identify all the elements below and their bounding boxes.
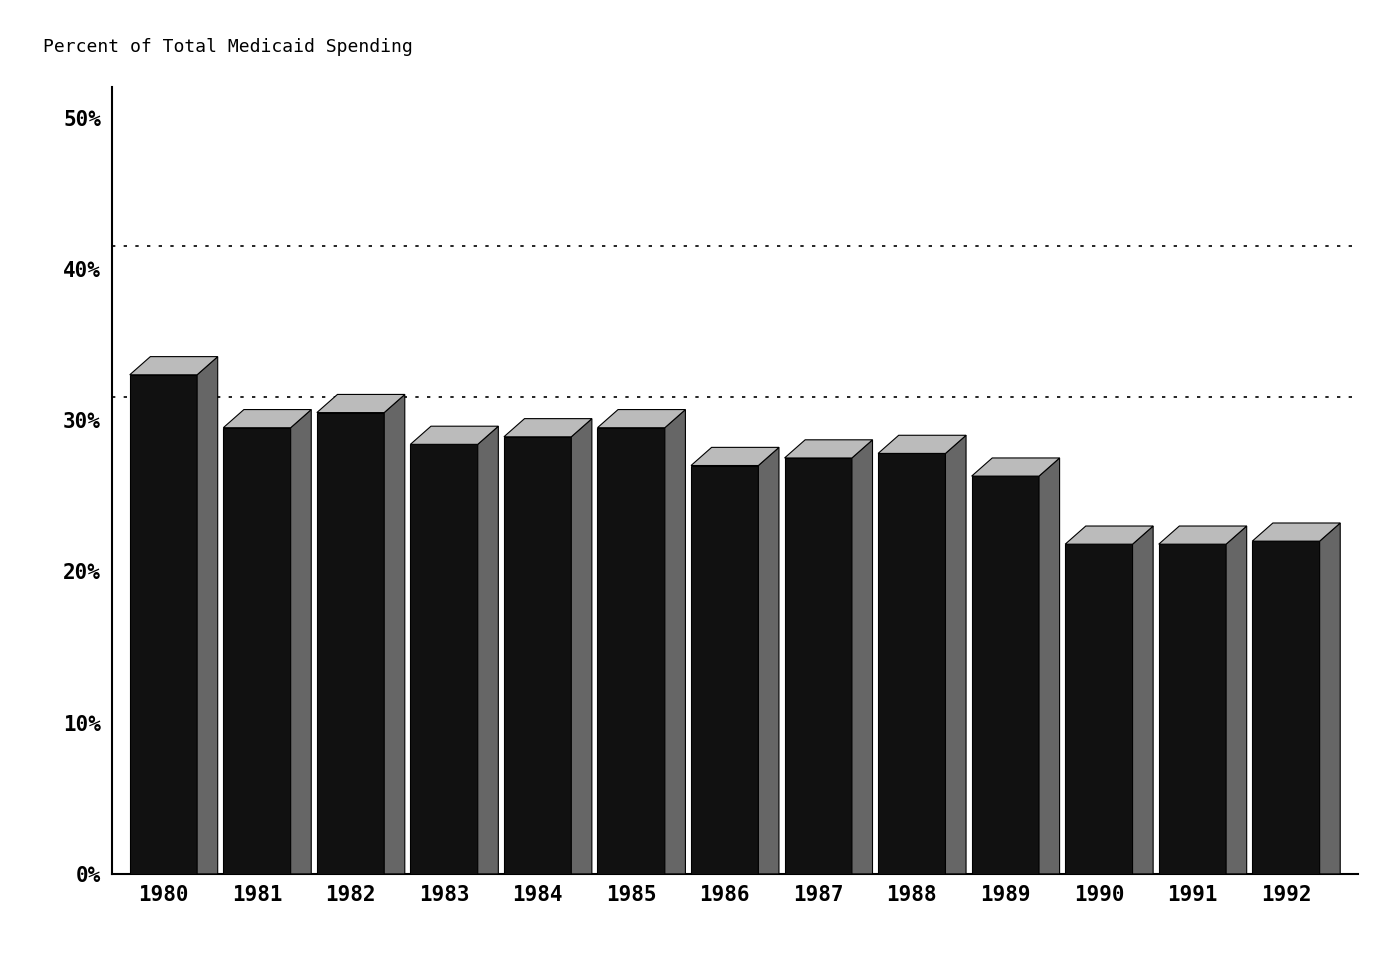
Polygon shape	[316, 413, 384, 874]
Polygon shape	[878, 453, 945, 874]
Polygon shape	[1159, 526, 1246, 544]
Polygon shape	[384, 394, 405, 874]
Polygon shape	[1320, 523, 1340, 874]
Polygon shape	[945, 435, 966, 874]
Polygon shape	[316, 394, 405, 413]
Polygon shape	[1252, 541, 1320, 874]
Polygon shape	[1065, 544, 1133, 874]
Polygon shape	[130, 356, 218, 375]
Polygon shape	[972, 476, 1039, 874]
Polygon shape	[130, 375, 197, 874]
Polygon shape	[972, 458, 1060, 476]
Polygon shape	[1252, 523, 1340, 541]
Polygon shape	[291, 410, 311, 874]
Polygon shape	[853, 440, 872, 874]
Polygon shape	[692, 448, 778, 465]
Polygon shape	[784, 440, 872, 458]
Polygon shape	[784, 458, 853, 874]
Polygon shape	[1065, 526, 1154, 544]
Polygon shape	[410, 426, 498, 445]
Polygon shape	[504, 437, 571, 874]
Polygon shape	[197, 356, 218, 874]
Polygon shape	[1133, 526, 1154, 874]
Polygon shape	[598, 410, 686, 427]
Polygon shape	[571, 419, 592, 874]
Polygon shape	[878, 435, 966, 453]
Polygon shape	[504, 419, 592, 437]
Polygon shape	[1039, 458, 1060, 874]
Polygon shape	[598, 427, 665, 874]
Polygon shape	[692, 465, 759, 874]
Polygon shape	[410, 445, 477, 874]
Polygon shape	[224, 410, 311, 427]
Polygon shape	[1226, 526, 1246, 874]
Polygon shape	[477, 426, 498, 874]
Text: Percent of Total Medicaid Spending: Percent of Total Medicaid Spending	[43, 38, 413, 56]
Polygon shape	[759, 448, 778, 874]
Polygon shape	[665, 410, 686, 874]
Polygon shape	[224, 427, 291, 874]
Polygon shape	[1159, 544, 1226, 874]
